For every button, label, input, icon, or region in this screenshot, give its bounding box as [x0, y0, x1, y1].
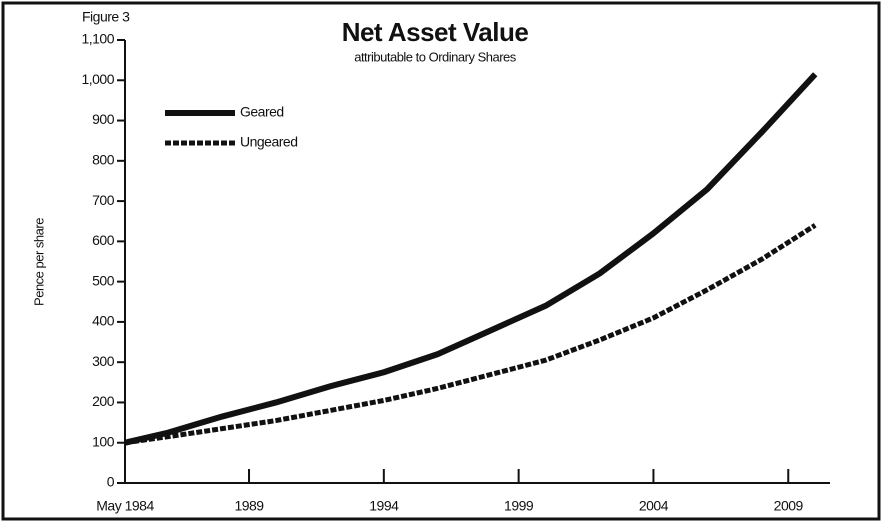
x-tick-label: 1999 [504, 498, 534, 514]
chart-subtitle: attributable to Ordinary Shares [354, 49, 517, 64]
y-tick-label: 1,100 [81, 31, 114, 47]
chart-title: Net Asset Value [342, 17, 529, 47]
y-tick-label: 300 [92, 353, 115, 369]
y-tick-label: 800 [92, 152, 115, 168]
x-tick-label: May 1984 [96, 498, 154, 514]
y-tick-label: 200 [92, 393, 115, 409]
x-tick-label: 2004 [639, 498, 669, 514]
x-tick-label: 2009 [774, 498, 804, 514]
y-tick-label: 700 [92, 192, 115, 208]
y-tick-label: 600 [92, 232, 115, 248]
x-tick-label: 1994 [369, 498, 399, 514]
y-tick-label: 1,000 [81, 71, 114, 87]
legend-label: Ungeared [240, 134, 298, 150]
y-tick-label: 400 [92, 313, 115, 329]
y-tick-label: 100 [92, 433, 115, 449]
x-tick-label: 1989 [234, 498, 264, 514]
y-tick-label: 500 [92, 272, 115, 288]
series-line [124, 223, 817, 446]
y-tick-label: 900 [92, 111, 115, 127]
y-tick-label: 0 [107, 474, 115, 490]
series-line [124, 72, 818, 446]
legend-label: Geared [240, 104, 284, 120]
figure-label: Figure 3 [82, 9, 130, 25]
y-axis-label: Pence per share [31, 218, 46, 306]
